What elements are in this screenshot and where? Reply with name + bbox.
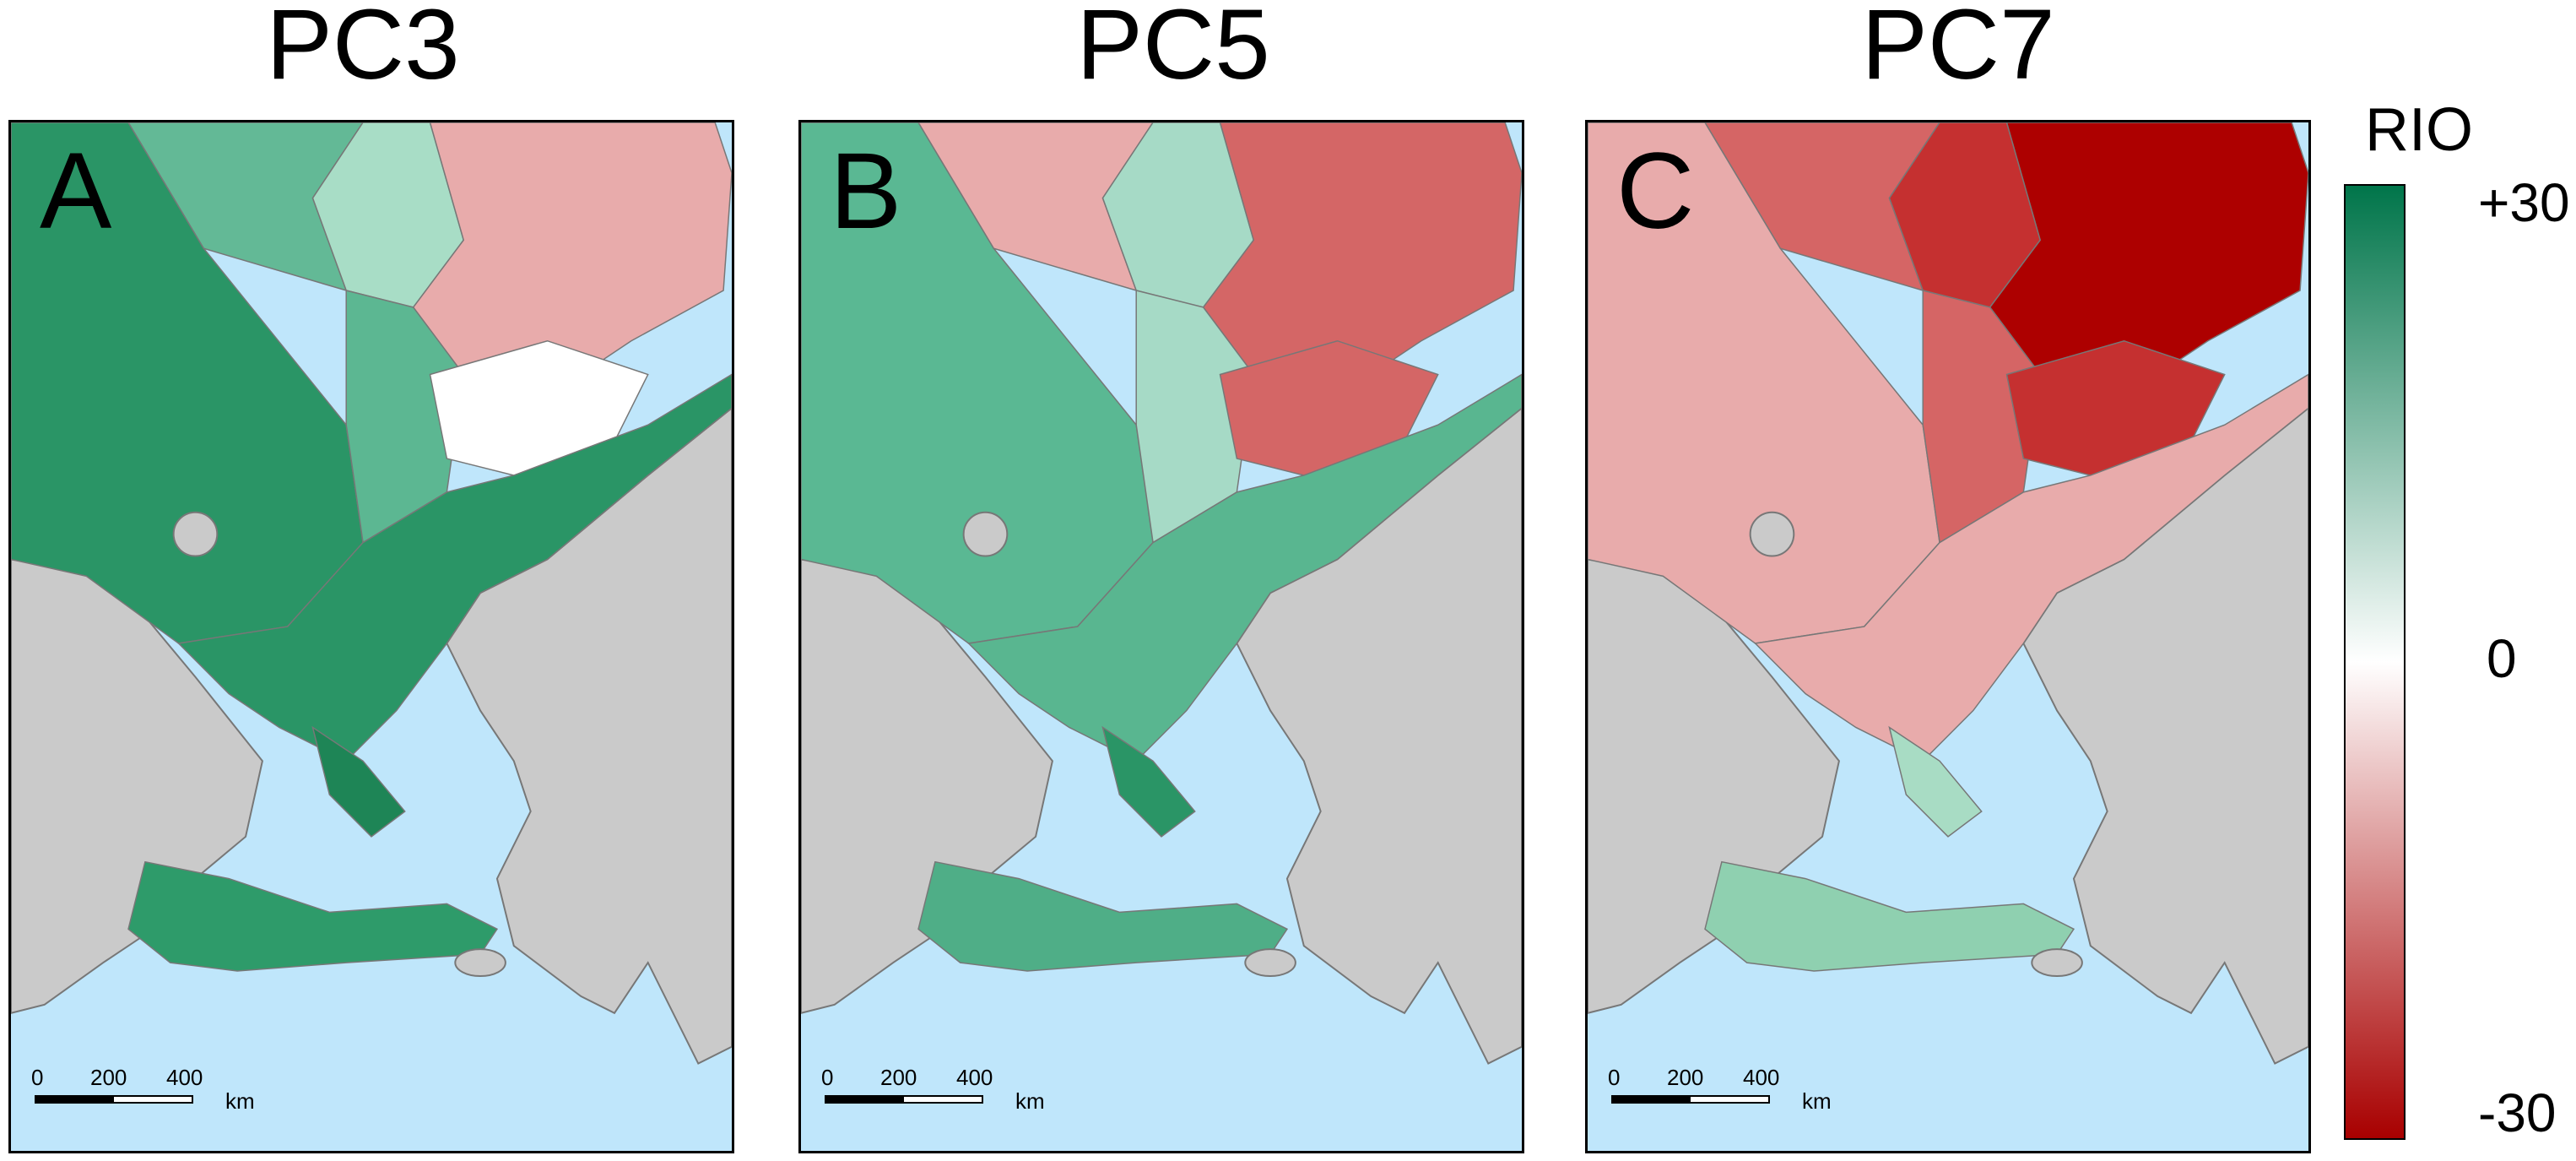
scale-bar-white [112, 1095, 193, 1104]
legend-mid-label: 0 [2487, 628, 2517, 689]
legend-title: RIO [2365, 96, 2474, 164]
scale-tick-400: 400 [956, 1065, 993, 1090]
region-south-coast [127, 860, 499, 972]
scale-tick-400: 400 [1743, 1065, 1780, 1090]
scale-bar-black [825, 1095, 904, 1104]
region-south-coast [1704, 860, 2075, 972]
panel-title-pc5: PC5 [1076, 0, 1270, 100]
island-south [1244, 948, 1296, 978]
panel-letter: B [830, 131, 902, 252]
scale-tick-200: 200 [90, 1065, 127, 1090]
scale-unit: km [1802, 1088, 1832, 1114]
island-south [2031, 948, 2083, 978]
island-south [454, 948, 506, 978]
panel-letter: C [1616, 131, 1695, 252]
island [172, 511, 219, 557]
legend-min-label: -30 [2478, 1082, 2557, 1143]
scale-bar: 0 200 400 km [821, 1065, 1045, 1117]
region-south-coast [917, 860, 1289, 972]
scale-bar: 0 200 400 km [31, 1065, 255, 1117]
scale-bar: 0 200 400 km [1608, 1065, 1832, 1117]
scale-bar-white [902, 1095, 983, 1104]
region-bay [1101, 725, 1196, 838]
scale-unit: km [1015, 1088, 1045, 1114]
scale-tick-200: 200 [1667, 1065, 1704, 1090]
map-panel-c: C 0 200 400 km [1585, 120, 2311, 1153]
scale-bar-white [1689, 1095, 1770, 1104]
scale-unit: km [225, 1088, 255, 1114]
panel-title-pc7: PC7 [1861, 0, 2055, 100]
scale-tick-200: 200 [880, 1065, 917, 1090]
scale-tick-0: 0 [1608, 1065, 1621, 1090]
legend-max-label: +30 [2478, 172, 2570, 233]
legend-colorbar [2344, 184, 2406, 1140]
map-panel-b: B 0 200 400 km [798, 120, 1524, 1153]
scale-bar-black [1611, 1095, 1691, 1104]
region-bay [1888, 725, 1983, 838]
region-bay [311, 725, 406, 838]
island [962, 511, 1009, 557]
scale-tick-400: 400 [166, 1065, 203, 1090]
map-panel-a: A 0 200 400 km [8, 120, 734, 1153]
scale-tick-0: 0 [31, 1065, 44, 1090]
panel-title-pc3: PC3 [266, 0, 460, 100]
panel-letter: A [40, 131, 112, 252]
scale-bar-black [35, 1095, 114, 1104]
scale-tick-0: 0 [821, 1065, 834, 1090]
island [1749, 511, 1795, 557]
